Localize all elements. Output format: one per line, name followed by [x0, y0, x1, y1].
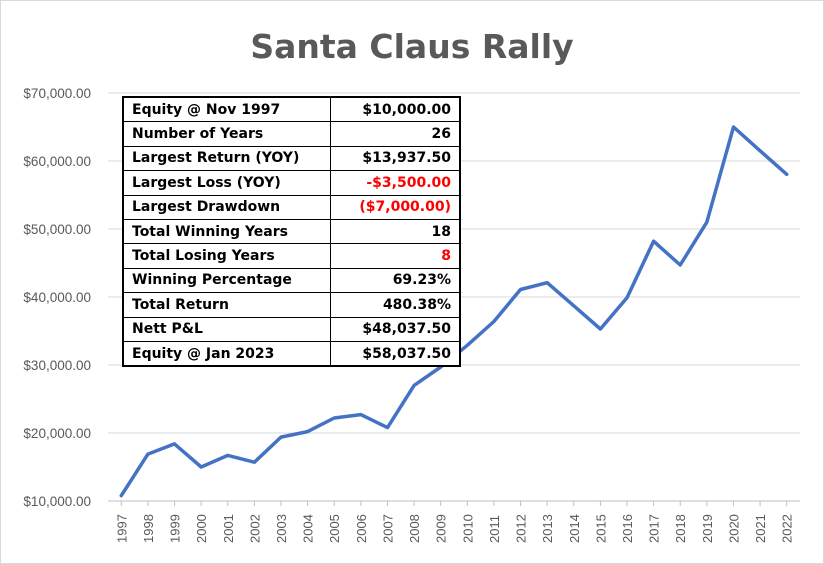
data-point	[119, 494, 123, 498]
data-point	[572, 304, 576, 308]
x-tick-label: 1999	[168, 514, 183, 543]
x-tick-label: 2014	[567, 514, 582, 543]
x-tick-label: 2016	[620, 514, 635, 543]
data-point	[279, 435, 283, 439]
stats-row: Total Return 480.38%	[122, 292, 461, 318]
stats-row: Total Losing Years 8	[122, 243, 461, 269]
data-point	[545, 281, 549, 285]
stats-label: Equity @ Jan 2023	[122, 340, 331, 367]
data-point	[652, 239, 656, 243]
x-tick-label: 2009	[434, 514, 449, 543]
data-point	[332, 416, 336, 420]
stats-value: 18	[330, 218, 461, 245]
stats-label: Number of Years	[122, 121, 331, 147]
stats-label: Total Losing Years	[122, 243, 331, 269]
x-tick-label: 2001	[221, 514, 236, 543]
stats-label: Nett P&L	[122, 316, 331, 342]
y-tick-label: $40,000.00	[23, 290, 91, 305]
x-tick-label: 2015	[593, 514, 608, 543]
stats-row: Number of Years 26	[122, 121, 461, 147]
x-tick-label: 2019	[700, 514, 715, 543]
stats-value: -$3,500.00	[330, 170, 461, 196]
data-point	[173, 442, 177, 446]
data-point	[385, 426, 389, 430]
x-tick-label: 2004	[301, 514, 316, 543]
data-point	[731, 125, 735, 129]
data-point	[465, 343, 469, 347]
stats-label: Largest Drawdown	[122, 194, 331, 220]
x-tick-label: 2002	[247, 514, 262, 543]
data-point	[492, 319, 496, 323]
data-point	[146, 452, 150, 456]
stats-label: Winning Percentage	[122, 267, 331, 294]
x-tick-label: 2013	[540, 514, 555, 543]
data-point	[199, 465, 203, 469]
stats-value: 8	[330, 243, 461, 269]
x-axis-tick-labels: 1997 1998 1999 2000 2001 2002 2003 2004 2005 2006…	[114, 501, 795, 543]
data-point	[785, 172, 789, 176]
stats-label: Largest Return (YOY)	[122, 145, 331, 172]
data-point	[598, 327, 602, 331]
data-point	[678, 263, 682, 267]
chart-title: Santa Claus Rally	[250, 27, 573, 66]
stats-value: 69.23%	[330, 267, 461, 294]
x-tick-label: 2003	[274, 514, 289, 543]
x-tick-label: 2008	[407, 514, 422, 543]
data-point	[226, 453, 230, 457]
stats-row: Equity @ Jan 2023 $58,037.50	[122, 340, 461, 367]
x-tick-label: 2011	[487, 515, 502, 543]
stats-label: Equity @ Nov 1997	[122, 96, 331, 123]
x-tick-label: 1997	[114, 514, 129, 543]
stats-row: Total Winning Years 18	[122, 218, 461, 245]
y-tick-label: $70,000.00	[23, 86, 91, 101]
data-point	[359, 413, 363, 417]
x-tick-label: 2006	[354, 514, 369, 543]
x-tick-label: 2022	[780, 514, 795, 543]
stats-value: ($7,000.00)	[330, 194, 461, 220]
x-tick-label: 1998	[141, 514, 156, 543]
stats-label: Total Return	[122, 292, 331, 318]
y-tick-label: $30,000.00	[23, 358, 91, 373]
summary-stats-table: Equity @ Nov 1997 $10,000.00 Number of Yea…	[122, 96, 461, 368]
x-tick-label: 2007	[380, 514, 395, 543]
y-tick-label: $50,000.00	[23, 222, 91, 237]
stats-label: Largest Loss (YOY)	[122, 170, 331, 196]
stats-value: $48,037.50	[330, 316, 461, 342]
x-tick-label: 2020	[726, 514, 741, 543]
y-tick-label: $20,000.00	[23, 426, 91, 441]
data-point	[306, 430, 310, 434]
stats-value: $58,037.50	[330, 340, 461, 367]
x-tick-label: 2018	[673, 514, 688, 543]
stats-row: Largest Return (YOY) $13,937.50	[122, 145, 461, 172]
x-tick-label: 2000	[194, 514, 209, 543]
data-point	[519, 288, 523, 292]
stats-label: Total Winning Years	[122, 218, 331, 245]
x-tick-label: 2012	[514, 514, 529, 543]
x-tick-label: 2017	[647, 514, 662, 543]
stats-row: Largest Drawdown ($7,000.00)	[122, 194, 461, 220]
x-tick-label: 2005	[327, 514, 342, 543]
x-tick-label: 2010	[460, 514, 475, 543]
y-tick-label: $60,000.00	[23, 154, 91, 169]
stats-row: Equity @ Nov 1997 $10,000.00	[122, 96, 461, 123]
y-tick-label: $10,000.00	[23, 494, 91, 509]
y-axis-tick-labels: $10,000.00 $20,000.00 $30,000.00 $40,000.00…	[23, 86, 91, 509]
stats-value: 26	[330, 121, 461, 147]
data-point	[412, 383, 416, 387]
data-point	[252, 460, 256, 464]
x-tick-label: 2021	[753, 514, 768, 543]
data-point	[625, 296, 629, 300]
stats-row: Nett P&L $48,037.50	[122, 316, 461, 342]
stats-value: $10,000.00	[330, 96, 461, 123]
data-point	[705, 220, 709, 224]
stats-row: Winning Percentage 69.23%	[122, 267, 461, 294]
stats-value: $13,937.50	[330, 145, 461, 172]
stats-row: Largest Loss (YOY) -$3,500.00	[122, 170, 461, 196]
stats-value: 480.38%	[330, 292, 461, 318]
data-point	[758, 149, 762, 153]
